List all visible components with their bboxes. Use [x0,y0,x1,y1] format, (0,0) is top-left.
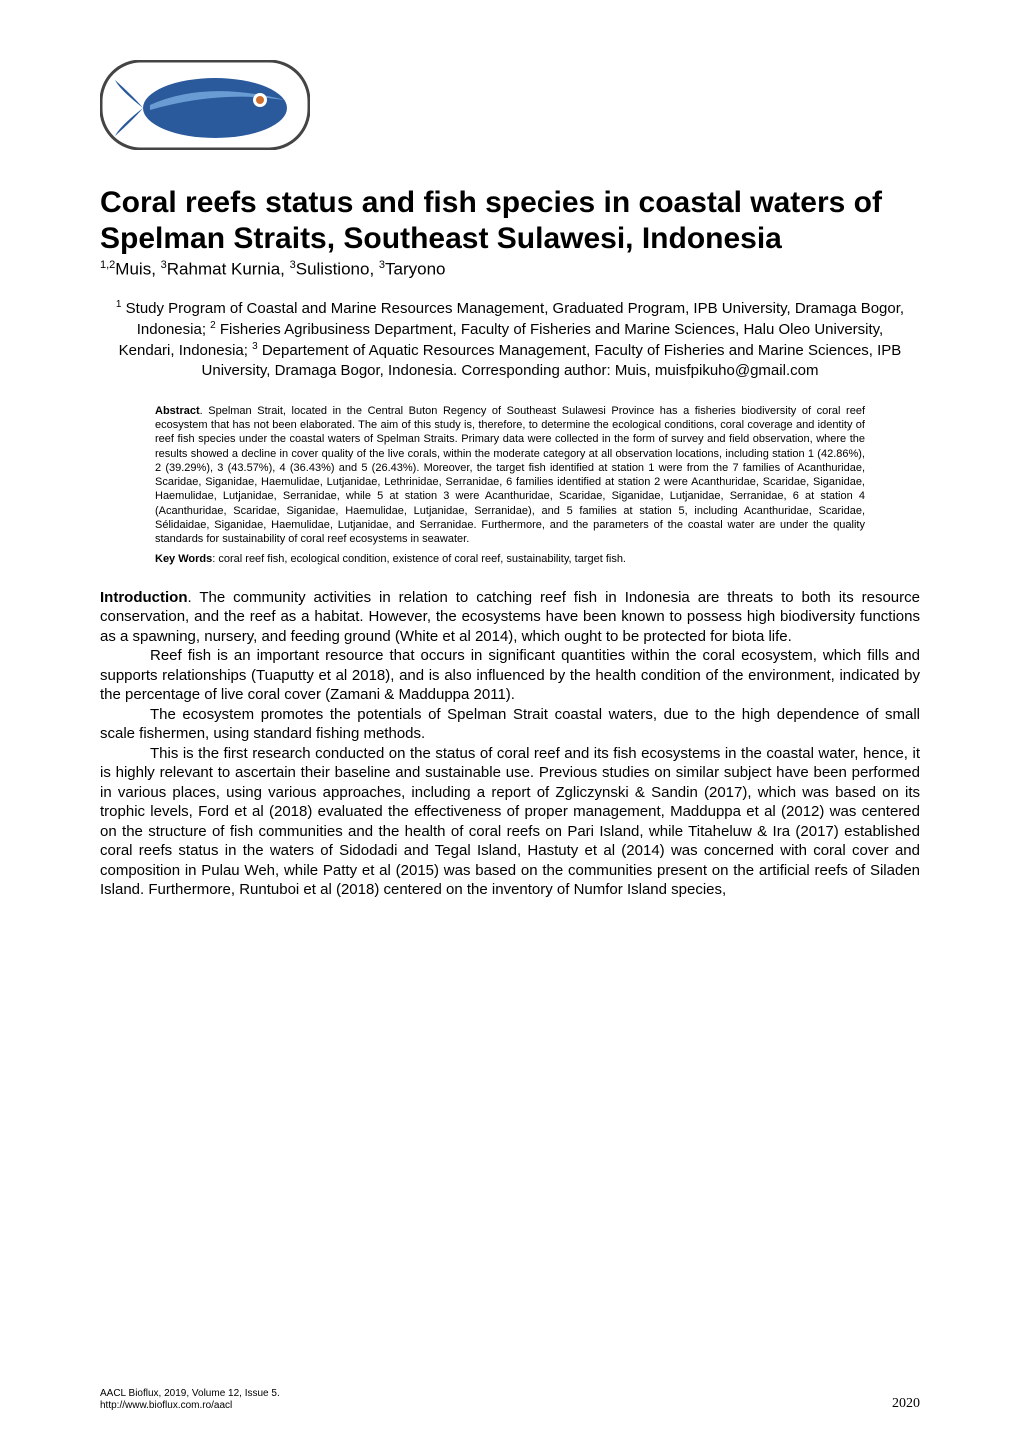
abstract-block: Abstract. Spelman Strait, located in the… [155,404,865,547]
keywords-block: Key Words: coral reef fish, ecological c… [155,552,865,566]
abstract-text: . Spelman Strait, located in the Central… [155,405,865,546]
keywords-label: Key Words [155,553,212,565]
journal-logo [100,60,310,150]
intro-paragraph-2: Reef fish is an important resource that … [100,646,920,705]
page-container: Coral reefs status and fish species in c… [0,0,1020,1442]
intro-heading: Introduction [100,589,187,606]
affiliations-block: 1 Study Program of Coastal and Marine Re… [115,298,905,382]
intro-paragraph-1: Introduction. The community activities i… [100,588,920,647]
page-footer: AACL Bioflux, 2019, Volume 12, Issue 5. … [100,1388,920,1412]
footer-line-1: AACL Bioflux, 2019, Volume 12, Issue 5. [100,1388,280,1400]
authors-line: 1,2Muis, 3Rahmat Kurnia, 3Sulistiono, 3T… [100,259,920,280]
intro-p1-text: . The community activities in relation t… [100,589,920,645]
paper-title: Coral reefs status and fish species in c… [100,185,920,257]
footer-citation: AACL Bioflux, 2019, Volume 12, Issue 5. … [100,1388,280,1412]
page-number: 2020 [892,1396,920,1412]
intro-paragraph-4: This is the first research conducted on … [100,744,920,900]
keywords-text: : coral reef fish, ecological condition,… [212,553,626,565]
abstract-label: Abstract [155,405,200,417]
intro-paragraph-3: The ecosystem promotes the potentials of… [100,705,920,744]
footer-line-2: http://www.bioflux.com.ro/aacl [100,1400,280,1412]
